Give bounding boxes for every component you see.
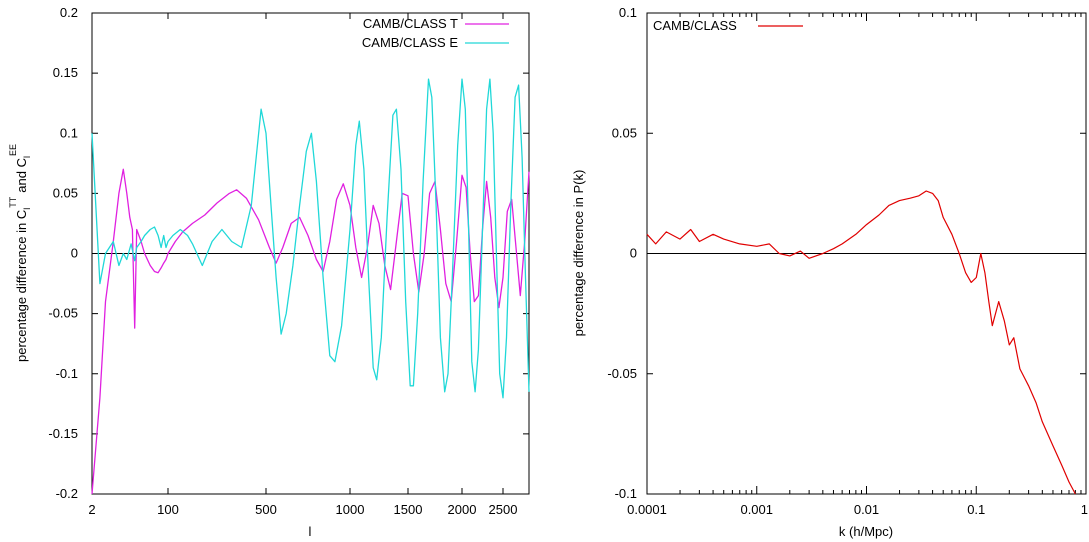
right-chart: 0.1 0.05 0 -0.05 -0.1 0.0001 0.001 0.01 0.1 1 k … bbox=[571, 5, 1088, 539]
left-x-axis-label: l bbox=[309, 524, 312, 539]
right-y-tick-label: -0.1 bbox=[615, 486, 637, 501]
right-y-tick-label: 0.1 bbox=[619, 5, 637, 20]
left-x-tick-label: 2 bbox=[88, 502, 95, 517]
right-x-ticks: 0.0001 0.001 0.01 0.1 1 bbox=[627, 13, 1088, 517]
left-x-tick-label: 2500 bbox=[489, 502, 518, 517]
left-y-tick-label: 0.2 bbox=[60, 5, 78, 20]
svg-text:percentage difference in ClTTa: percentage difference in ClTTand ClEE bbox=[8, 144, 32, 362]
right-x-tick-label: 0.01 bbox=[854, 502, 879, 517]
legend-label-t: CAMB/CLASS T bbox=[363, 16, 458, 31]
right-x-tick-label: 1 bbox=[1081, 502, 1088, 517]
left-legend: CAMB/CLASS T CAMB/CLASS E bbox=[362, 16, 509, 50]
right-y-axis-label: percentage difference in P(k) bbox=[571, 170, 586, 337]
left-ylabel-sub1: l bbox=[22, 208, 32, 210]
legend-label-class: CAMB/CLASS bbox=[653, 18, 737, 33]
left-y-tick-label: -0.2 bbox=[56, 486, 78, 501]
right-y-tick-label: 0 bbox=[630, 246, 637, 261]
left-y-tick-label: 0.1 bbox=[60, 125, 78, 140]
left-ylabel-sup1: TT bbox=[8, 196, 18, 207]
left-x-tick-label: 1000 bbox=[336, 502, 365, 517]
right-x-axis-label: k (h/Mpc) bbox=[839, 524, 893, 539]
right-x-tick-label: 0.1 bbox=[967, 502, 985, 517]
left-x-ticks: 2 100 500 1000 1500 2000 2500 bbox=[88, 13, 517, 517]
left-y-tick-label: 0 bbox=[71, 246, 78, 261]
right-y-tick-label: -0.05 bbox=[607, 366, 637, 381]
series-line-t bbox=[91, 168, 530, 495]
left-y-tick-label: -0.05 bbox=[48, 306, 78, 321]
left-y-tick-label: -0.15 bbox=[48, 426, 78, 441]
legend-label-e: CAMB/CLASS E bbox=[362, 35, 458, 50]
right-y-ticks: 0.1 0.05 0 -0.05 -0.1 bbox=[607, 5, 1086, 501]
left-y-tick-label: 0.15 bbox=[53, 65, 78, 80]
right-series-group bbox=[646, 190, 1076, 495]
left-x-tick-label: 500 bbox=[255, 502, 277, 517]
left-x-tick-label: 1500 bbox=[394, 502, 423, 517]
left-y-tick-label: 0.05 bbox=[53, 185, 78, 200]
left-ylabel-sub2: l bbox=[22, 156, 32, 158]
right-x-tick-label: 0.001 bbox=[740, 502, 773, 517]
right-legend: CAMB/CLASS bbox=[653, 18, 803, 33]
left-y-ticks: 0.2 0.15 0.1 0.05 0 -0.05 -0.1 -0.15 -0.2 bbox=[48, 5, 529, 501]
left-ylabel-mid: and C bbox=[14, 158, 29, 193]
left-x-tick-label: 2000 bbox=[448, 502, 477, 517]
series-line-e bbox=[91, 78, 530, 399]
left-ylabel-sup2: EE bbox=[8, 144, 18, 156]
right-x-tick-label: 0.0001 bbox=[627, 502, 667, 517]
left-series-group bbox=[91, 78, 530, 495]
left-y-axis-label: percentage difference in ClTTand ClEE bbox=[8, 144, 32, 362]
series-line-class bbox=[646, 190, 1076, 495]
right-y-tick-label: 0.05 bbox=[612, 125, 637, 140]
left-ylabel-lead: percentage difference in C bbox=[14, 210, 29, 362]
left-chart: 0.2 0.15 0.1 0.05 0 -0.05 -0.1 -0.15 -0.2 2 100 50… bbox=[8, 5, 530, 539]
left-x-tick-label: 100 bbox=[157, 502, 179, 517]
left-y-tick-label: -0.1 bbox=[56, 366, 78, 381]
